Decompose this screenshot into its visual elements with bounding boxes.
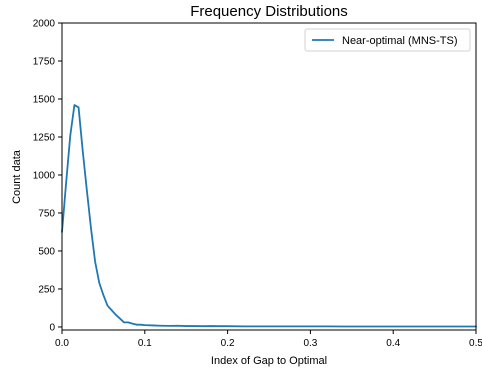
x-axis-label: Index of Gap to Optimal <box>211 355 327 367</box>
x-tick-label: 0.2 <box>221 338 235 349</box>
y-axis-ticks: 0 250 500 750 1000 1250 1500 1750 2000 <box>33 19 62 333</box>
y-tick-label: 1250 <box>33 132 56 143</box>
y-tick-label: 1000 <box>33 170 56 181</box>
y-axis-label: Count data <box>11 149 23 204</box>
legend: Near-optimal (MNS-TS) <box>304 28 471 52</box>
x-tick-label: 0.3 <box>303 338 317 349</box>
series-line-0 <box>61 104 477 328</box>
x-tick-label: 0.5 <box>469 338 482 349</box>
y-tick-label: 0 <box>49 322 55 333</box>
x-axis-ticks: 0.0 0.1 0.2 0.3 0.4 0.5 <box>55 330 482 349</box>
y-tick-label: 1750 <box>33 56 56 67</box>
y-tick-label: 2000 <box>33 19 56 30</box>
legend-label: Near-optimal (MNS-TS) <box>342 35 458 47</box>
legend-box <box>304 28 471 52</box>
chart-title: Frequency Distributions <box>190 3 348 20</box>
plot-area <box>61 104 477 328</box>
axes-frame <box>61 22 477 331</box>
y-tick-label: 250 <box>38 284 55 295</box>
x-tick-label: 0.0 <box>55 338 69 349</box>
y-tick-label: 750 <box>38 208 55 219</box>
x-tick-label: 0.1 <box>138 338 152 349</box>
y-tick-label: 1500 <box>33 94 56 105</box>
x-tick-label: 0.4 <box>386 338 400 349</box>
y-tick-label: 500 <box>38 246 55 257</box>
